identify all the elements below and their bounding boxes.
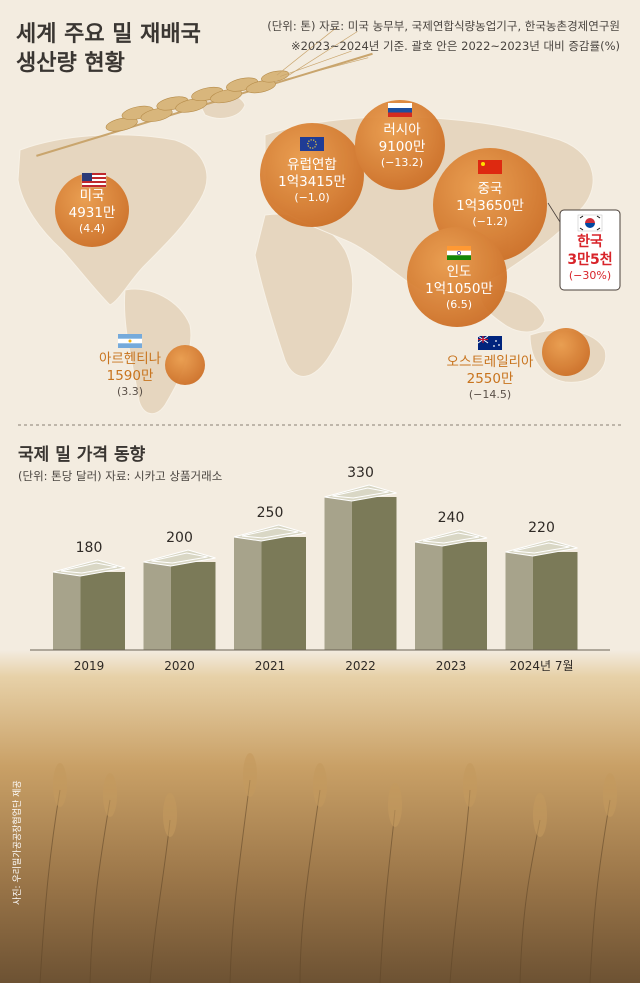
country-india: 인도 1억1050만 (6.5) (425, 264, 493, 312)
wheat-heads (53, 753, 617, 837)
wheat-ears (39, 779, 611, 983)
wheat-price-bar-chart: 180 2019 200 2020 250 2021 330 2022 240 2023 220 20… (30, 465, 610, 673)
eu-flag (300, 137, 324, 151)
map-base-note: ※2023~2024년 기준. 괄호 안은 2022~2023년 대비 증감률(… (290, 39, 620, 53)
country-name: 한국 (577, 234, 603, 250)
country-production: 4931만 (68, 204, 116, 221)
argentina-flag (118, 334, 142, 348)
us-flag (81, 172, 107, 188)
bubble-usa (55, 173, 129, 247)
country-change: (−1.0) (294, 190, 330, 204)
bar-value-label: 220 (528, 520, 555, 536)
china-flag (478, 160, 502, 174)
bubble-eu (260, 123, 364, 227)
bar-top-outline (151, 552, 208, 564)
page-title-line2: 생산량 현황 (16, 51, 125, 76)
bar-value-label: 240 (438, 510, 465, 526)
bar-face-left (505, 552, 533, 650)
korea-callout-box (559, 209, 621, 291)
bubble-india (407, 227, 507, 327)
country-name: 러시아 (383, 122, 421, 138)
bar-top-outline (513, 542, 570, 554)
bar-face-right (532, 552, 578, 650)
bar-2019 (52, 559, 126, 650)
country-name: 오스트레일리아 (446, 354, 534, 370)
country-production: 1억1050만 (425, 280, 493, 297)
country-change: (−30%) (568, 269, 612, 282)
russia-flag (388, 103, 412, 117)
country-change: (−14.5) (468, 387, 512, 401)
bar-2020 (143, 549, 216, 650)
country-argentina: 아르헨티나 1590만 (3.3) (99, 351, 161, 399)
bar-category-label: 2022 (345, 659, 376, 673)
europe-africa-shape (254, 213, 354, 377)
country-australia: 오스트레일리아 2550만 (−14.5) (447, 354, 534, 402)
country-change: (3.3) (116, 384, 144, 398)
country-production: 3만5천 (567, 251, 613, 268)
bar-face-right (170, 562, 216, 650)
photo-credit: 사진: 우리밀가공공장협업단 제공 (13, 780, 23, 905)
bar-category-label: 2023 (436, 659, 467, 673)
bar-face-right (442, 542, 487, 650)
bar-top-outline (60, 562, 118, 574)
bar-face-left (415, 542, 443, 650)
country-change: (4.4) (78, 221, 106, 235)
bar-value-label: 180 (76, 540, 103, 556)
bar-face-left (53, 572, 81, 650)
wheat-stalk-illustration (36, 27, 373, 157)
india-flag (447, 246, 471, 260)
bar-face-left (324, 497, 352, 650)
bar-face-right (351, 497, 397, 650)
country-name: 인도 (446, 264, 472, 280)
country-production: 9100만 (378, 138, 426, 155)
country-name: 아르헨티나 (98, 351, 162, 367)
south-america-shape (123, 288, 192, 415)
bar-top-outline (422, 532, 480, 544)
country-russia: 러시아 9100만 (−13.2) (379, 122, 426, 170)
bar-face-right (261, 537, 306, 650)
country-korea: 한국 3만5천 (−30%) (567, 234, 612, 283)
bar-top-outline (332, 487, 389, 499)
country-name: 유럽연합 (287, 157, 337, 173)
bar-2021 (233, 524, 307, 650)
country-change: (6.5) (445, 297, 473, 311)
price-chart-unit-source: (단위: 톤당 달러) 자료: 시카고 상품거래소 (18, 469, 223, 483)
bar-category-label: 2019 (74, 659, 105, 673)
country-production: 2550만 (466, 370, 514, 387)
country-eu: 유럽연합 1억3415만 (−1.0) (278, 157, 346, 205)
bar-value-label: 250 (257, 505, 284, 521)
bar-2022 (324, 484, 397, 650)
page-title-line1: 세계 주요 밀 재배국 (16, 22, 201, 47)
bar-face-left (234, 537, 262, 650)
korea-callout-leader (547, 202, 561, 223)
bar-value-label: 200 (166, 530, 193, 546)
bar-2024년 7월 (505, 539, 578, 650)
bar-category-label: 2020 (164, 659, 195, 673)
bubble-argentina (165, 345, 205, 385)
country-change: (−13.2) (380, 155, 424, 169)
country-production: 1억3415만 (278, 173, 346, 190)
bar-top-outline (241, 527, 299, 539)
country-change: (−1.2) (472, 214, 508, 228)
australia-flag (477, 335, 502, 350)
country-usa: 미국 4931만 (4.4) (69, 188, 116, 236)
country-production: 1억3650만 (456, 197, 524, 214)
country-name: 중국 (477, 181, 503, 197)
bar-category-label: 2021 (255, 659, 286, 673)
map-unit-source: (단위: 톤) 자료: 미국 농무부, 국제연합식량농업기구, 한국농촌경제연구… (267, 19, 620, 33)
bar-face-right (80, 572, 125, 650)
korea-flag (577, 214, 603, 232)
bar-value-label: 330 (347, 465, 374, 481)
country-china: 중국 1억3650만 (−1.2) (456, 181, 524, 229)
country-name: 미국 (79, 188, 105, 204)
bar-category-label: 2024년 7월 (509, 659, 573, 673)
bubble-australia (542, 328, 590, 376)
bubble-russia (355, 100, 445, 190)
bar-2023 (414, 529, 488, 650)
country-production: 1590만 (106, 367, 154, 384)
bar-face-left (143, 562, 171, 650)
production-bubbles (55, 100, 590, 385)
price-chart-title: 국제 밀 가격 동향 (18, 445, 146, 465)
